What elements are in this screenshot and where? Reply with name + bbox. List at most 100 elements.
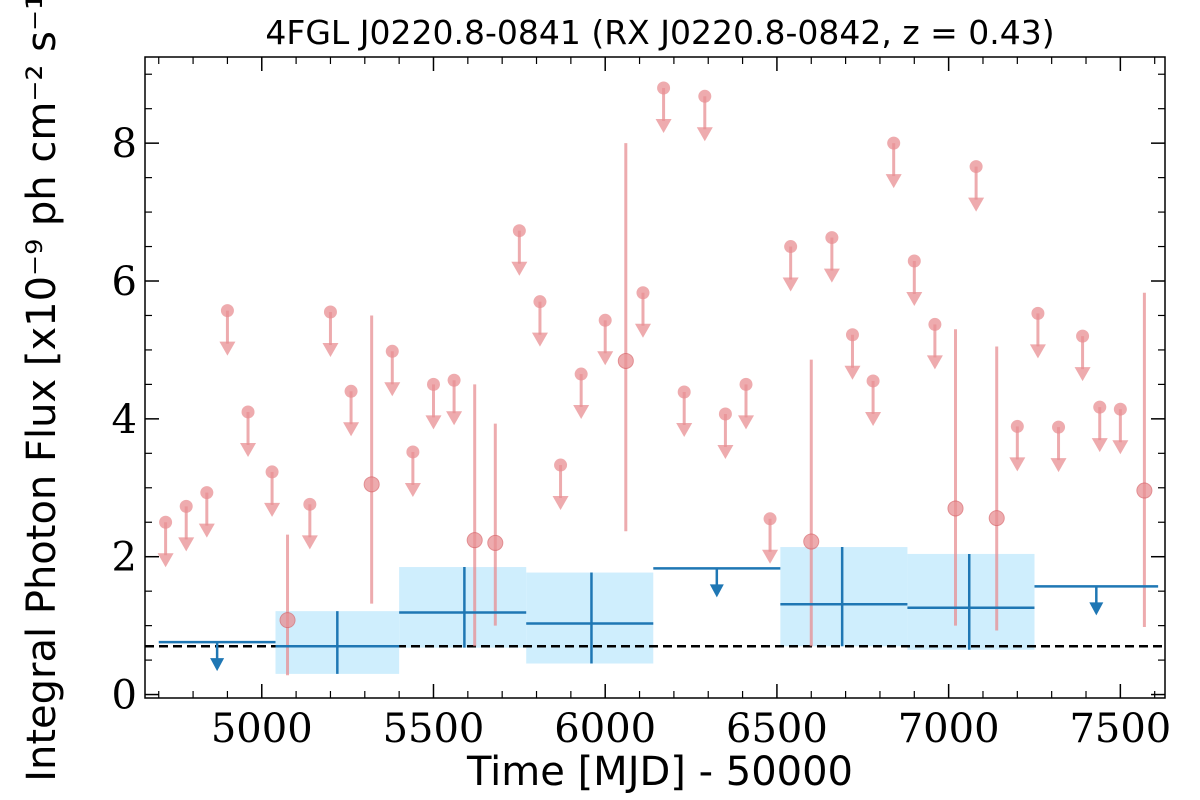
upper-limit-point: [179, 499, 193, 513]
upper-limit-point: [265, 465, 279, 479]
upper-limit-point: [574, 367, 588, 381]
y-axis-label: Integral Photon Flux [x10⁻⁹ ph cm⁻² s⁻¹]: [19, 0, 65, 782]
upper-limit-arrow: [968, 197, 985, 212]
upper-limit-arrow: [738, 415, 755, 430]
coarse-bin-band: [780, 547, 908, 647]
coarse-upper-limit-arrow: [1089, 602, 1104, 616]
upper-limit-arrow: [1112, 440, 1129, 455]
upper-limit-point: [677, 385, 691, 399]
upper-limit-point: [907, 254, 921, 268]
upper-limit-arrow: [178, 537, 195, 552]
upper-limit-point: [928, 317, 942, 331]
upper-limit-point: [718, 407, 732, 421]
upper-limit-arrow: [157, 553, 174, 568]
coarse-bin-band: [399, 567, 527, 648]
upper-limit-arrow: [696, 127, 713, 142]
upper-limit-arrow: [425, 415, 442, 430]
upper-limit-point: [1010, 419, 1024, 433]
upper-limit-point: [426, 377, 440, 391]
upper-limit-arrow: [1091, 438, 1108, 453]
upper-limit-arrow: [446, 411, 463, 426]
upper-limit-arrow: [511, 261, 528, 276]
coarse-bin-band: [526, 572, 654, 664]
detection-point: [803, 533, 820, 550]
upper-limit-arrow: [1029, 344, 1046, 359]
upper-limit-arrow: [634, 323, 651, 338]
upper-limit-point: [1031, 306, 1045, 320]
upper-limit-arrow: [597, 351, 614, 366]
upper-limit-point: [200, 486, 214, 500]
upper-limit-point: [969, 160, 983, 174]
upper-limit-point: [159, 515, 173, 529]
x-axis-label: Time [MJD] - 50000: [466, 749, 853, 795]
upper-limit-point: [887, 136, 901, 150]
upper-limit-arrow: [219, 341, 236, 356]
upper-limit-arrow: [844, 365, 861, 380]
upper-limit-arrow: [264, 502, 281, 517]
upper-limit-point: [825, 231, 839, 245]
detection-point: [487, 534, 504, 551]
upper-limit-point: [344, 384, 358, 398]
upper-limit-arrow: [343, 422, 360, 437]
coarse-bin-band: [907, 553, 1035, 650]
upper-limit-point: [241, 405, 255, 419]
upper-limit-arrow: [823, 268, 840, 283]
upper-limit-point: [385, 344, 399, 358]
upper-limit-point: [698, 89, 712, 103]
y-tick-label: 6: [112, 259, 137, 305]
upper-limit-point: [323, 305, 337, 319]
upper-limit-arrow: [301, 535, 318, 550]
coarse-upper-limit-arrow: [210, 658, 225, 672]
upper-limit-arrow: [1009, 457, 1026, 472]
detection-point: [988, 510, 1005, 527]
upper-limit-arrow: [865, 411, 882, 426]
upper-limit-point: [1076, 329, 1090, 343]
upper-limit-point: [866, 374, 880, 388]
upper-limit-arrow: [717, 445, 734, 460]
upper-limit-arrow: [240, 442, 257, 457]
detection-point: [363, 476, 380, 493]
x-tick-label: 5500: [383, 706, 485, 752]
upper-limit-arrow: [1050, 458, 1067, 473]
x-tick-label: 7500: [1069, 706, 1171, 752]
upper-limit-arrow: [676, 422, 693, 437]
upper-limit-arrow: [384, 382, 401, 397]
y-tick-label: 2: [112, 535, 137, 581]
upper-limit-arrow: [573, 405, 590, 420]
detection-point: [1136, 482, 1153, 499]
coarse-upper-limit-arrow: [709, 584, 724, 598]
upper-limit-point: [598, 313, 612, 327]
upper-limit-arrow: [552, 496, 569, 511]
y-tick-label: 8: [112, 121, 137, 167]
upper-limit-arrow: [906, 292, 923, 307]
detection-point: [279, 612, 296, 629]
upper-limit-arrow: [655, 119, 672, 134]
x-tick-label: 5000: [211, 706, 313, 752]
upper-limit-point: [636, 286, 650, 300]
upper-limit-point: [763, 512, 777, 526]
upper-limit-point: [303, 497, 317, 511]
upper-limit-arrow: [782, 277, 799, 292]
upper-limit-arrow: [198, 523, 215, 538]
plot-frame: [144, 56, 1166, 699]
upper-limit-point: [845, 328, 859, 342]
y-tick-label: 0: [112, 673, 137, 719]
upper-limit-point: [406, 445, 420, 459]
upper-limit-point: [220, 304, 234, 318]
detection-point: [466, 532, 483, 549]
detection-point: [947, 500, 964, 517]
upper-limit-point: [533, 295, 547, 309]
upper-limit-arrow: [926, 355, 943, 370]
upper-limit-point: [447, 373, 461, 387]
upper-limit-arrow: [404, 482, 421, 497]
upper-limit-arrow: [885, 174, 902, 189]
upper-limit-point: [657, 81, 671, 95]
upper-limit-point: [1093, 400, 1107, 414]
upper-limit-arrow: [531, 332, 548, 347]
upper-limit-point: [512, 224, 526, 238]
x-tick-label: 6000: [554, 706, 656, 752]
upper-limit-arrow: [322, 343, 339, 358]
upper-limit-point: [554, 458, 568, 472]
plot-area: 5000 5500 6000 6500 7000 7500 0 2 4 6 8: [112, 56, 1171, 752]
